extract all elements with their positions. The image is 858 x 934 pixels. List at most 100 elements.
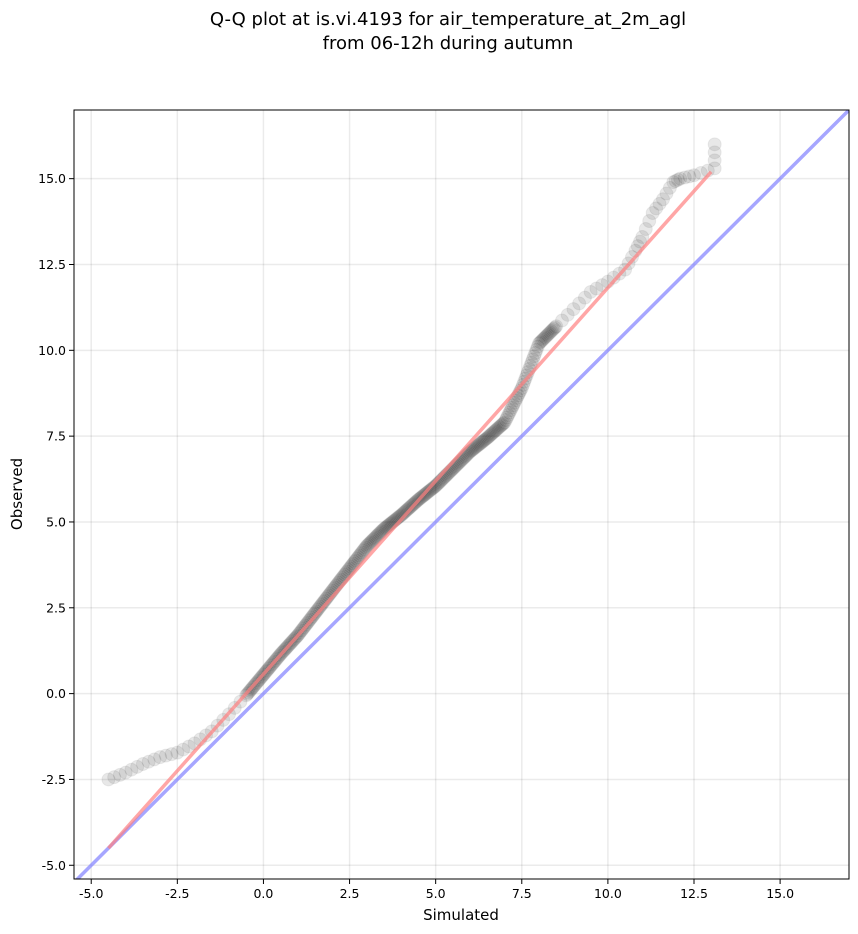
x-tick-label: 12.5: [680, 886, 708, 901]
quantile-point: [633, 234, 648, 249]
quantile-point: [649, 201, 664, 216]
quantile-point: [534, 333, 549, 348]
quantile-point: [465, 442, 480, 457]
quantile-point: [347, 554, 362, 569]
quantile-point: [496, 416, 511, 431]
quantile-point: [524, 355, 539, 370]
y-tick-label: 12.5: [38, 257, 66, 272]
identity-line-group: [74, 110, 849, 879]
quantile-point: [474, 435, 489, 450]
quantile-point: [502, 405, 517, 420]
quantile-point: [370, 527, 385, 542]
y-tick-label: 0.0: [46, 686, 66, 701]
quantile-point: [357, 542, 372, 557]
quantile-point: [158, 748, 173, 763]
grid-lines: [74, 110, 849, 879]
quantile-point: [497, 415, 512, 430]
quantile-point: [507, 395, 522, 410]
quantile-point: [124, 762, 139, 777]
chart-title-line-2: from 06-12h during autumn: [323, 33, 574, 54]
quantile-point: [545, 322, 560, 337]
quantile-point: [481, 429, 496, 444]
quantile-point: [554, 313, 569, 328]
quantile-point: [359, 538, 374, 553]
quantile-point: [352, 548, 367, 563]
quantile-point: [424, 481, 439, 496]
quantile-point: [530, 339, 545, 354]
quantile-point: [659, 186, 674, 201]
y-tick-label: 15.0: [38, 171, 66, 186]
quantile-point: [470, 438, 485, 453]
quantile-point: [536, 331, 551, 346]
quantile-point: [589, 281, 604, 296]
y-axis-ticks: -5.0 -2.5 0.0 2.5 5.0 7.5 10.0 12.5 15.0: [38, 171, 74, 873]
quantile-point: [362, 536, 377, 551]
quantile-point: [514, 381, 529, 396]
quantile-point: [583, 284, 598, 299]
y-tick-label: 5.0: [46, 514, 66, 529]
quantile-point: [466, 441, 481, 456]
quantile-point: [693, 165, 708, 180]
quantile-point: [488, 423, 503, 438]
quantile-point: [375, 523, 390, 538]
quantile-point: [363, 535, 378, 550]
quantile-point: [656, 192, 670, 207]
quantile-point: [487, 424, 502, 439]
quantile-point: [666, 175, 681, 190]
quantile-point: [354, 545, 369, 560]
quantile-point: [625, 250, 639, 265]
fit-line-group: [107, 170, 713, 850]
quantile-point: [377, 521, 391, 536]
quantile-point: [353, 546, 368, 561]
quantile-point: [479, 431, 494, 446]
quantile-point: [400, 502, 415, 517]
quantile-point: [707, 145, 722, 160]
quantile-point: [528, 346, 543, 361]
quantile-point: [367, 531, 382, 546]
quantile-point: [351, 550, 366, 565]
quantile-point: [538, 330, 553, 345]
quantile-point: [652, 196, 667, 211]
y-tick-label: 10.0: [38, 343, 66, 358]
quantile-point: [662, 180, 677, 195]
quantile-point: [560, 307, 575, 322]
quantile-point: [365, 532, 380, 547]
quantile-point: [577, 290, 592, 305]
quantile-point: [112, 767, 127, 782]
quantile-point: [540, 327, 555, 342]
quantile-point: [107, 770, 122, 785]
quantile-point: [475, 434, 490, 449]
quantile-point: [549, 319, 564, 334]
quantile-point: [373, 525, 388, 540]
quantile-point: [519, 368, 534, 383]
quantile-point: [504, 400, 519, 415]
quantile-point: [547, 320, 562, 335]
identity-line: [74, 110, 849, 879]
quantile-point: [682, 169, 697, 184]
quantile-point: [572, 296, 587, 311]
quantile-point: [501, 408, 516, 423]
quantile-point: [546, 321, 561, 336]
quantile-point: [369, 529, 384, 544]
y-tick-label: -5.0: [42, 858, 66, 873]
quantile-point: [533, 335, 548, 350]
quantile-point: [527, 349, 542, 364]
quantile-point: [423, 482, 438, 497]
quantile-point: [477, 432, 492, 447]
quantile-point: [308, 605, 323, 620]
quantile-point: [472, 436, 487, 451]
y-tick-label: 7.5: [46, 429, 66, 444]
x-axis-label: Simulated: [423, 906, 499, 924]
quantile-point: [199, 728, 214, 743]
quantile-point: [364, 534, 379, 549]
quantile-point: [349, 551, 364, 566]
quantile-point: [170, 745, 185, 760]
chart-title-line-1: Q-Q plot at is.vi.4193 for air_temperatu…: [210, 9, 686, 30]
quantile-point: [687, 168, 701, 183]
quantile-point: [670, 172, 685, 187]
x-tick-label: -2.5: [165, 886, 189, 901]
quantile-point: [164, 747, 179, 762]
quantile-point: [469, 439, 484, 454]
quantile-point: [532, 336, 546, 351]
